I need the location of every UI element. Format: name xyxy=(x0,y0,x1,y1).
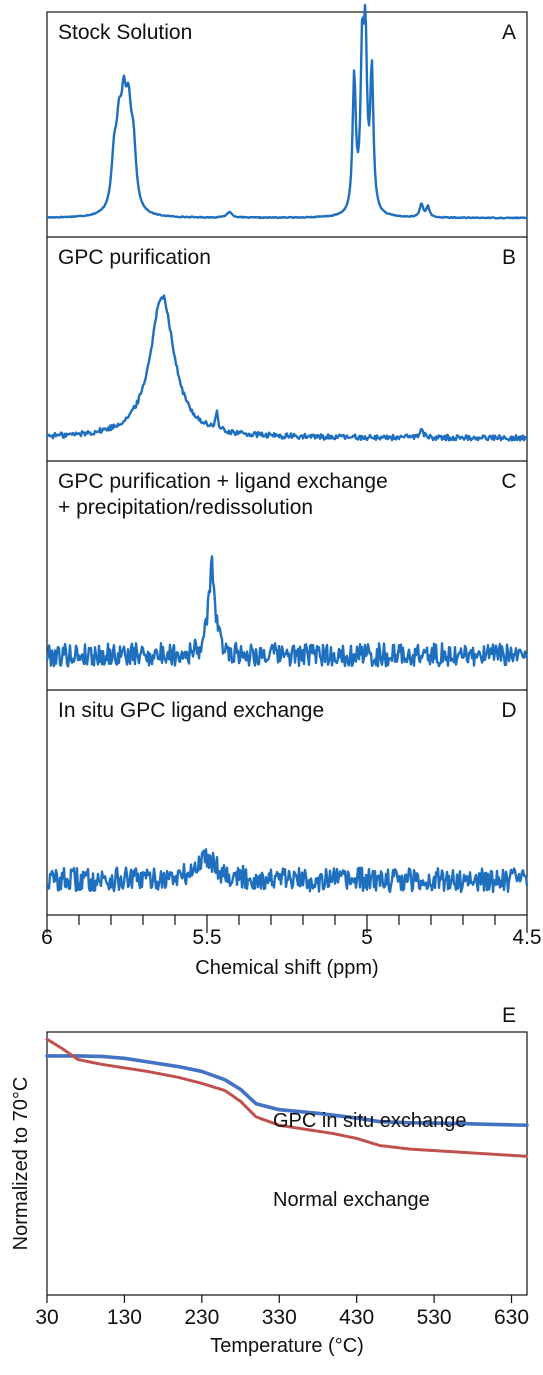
panel-e-tick-label: 530 xyxy=(417,1306,452,1329)
panel-e-letter: E xyxy=(502,1004,516,1027)
panel-e-x-axis: 30 130 230 330 430 530 630 xyxy=(35,1295,529,1329)
panel-e-plot-frame xyxy=(46,1031,528,1296)
nmr-panel-titles: Stock Solution A GPC purification B GPC puri… xyxy=(58,21,517,722)
nmr-plot-frame xyxy=(46,11,528,916)
panel-d-title: In situ GPC ligand exchange xyxy=(58,699,324,722)
nmr-traces xyxy=(45,3,529,894)
panel-e-tick-label: 30 xyxy=(35,1306,58,1329)
nmr-tick-label: 5 xyxy=(361,926,373,949)
panel-b-trace xyxy=(45,294,528,442)
panel-e-tick-label: 230 xyxy=(184,1306,219,1329)
panel-e-tick-label: 330 xyxy=(262,1306,297,1329)
panel-e-x-axis-title: Temperature (°C) xyxy=(210,1335,364,1357)
panel-e-tick-label: 130 xyxy=(107,1306,142,1329)
panel-e-tick-label: 630 xyxy=(494,1306,529,1329)
panel-b-letter: B xyxy=(502,246,516,269)
panel-c-trace xyxy=(45,555,529,668)
panel-a-trace xyxy=(46,3,528,220)
panel-d-letter: D xyxy=(501,699,516,722)
panel-d-trace xyxy=(46,848,529,894)
panel-a-letter: A xyxy=(502,21,516,44)
series-line-normal-exchange xyxy=(45,1037,529,1158)
panel-e-chart: E GPC in situ exchange Normal exchange 30… xyxy=(10,1004,529,1357)
nmr-x-axis: 6 5.5 5 4.5 xyxy=(41,915,542,949)
panel-c-letter: C xyxy=(501,470,516,493)
nmr-stack: Stock Solution A GPC purification B GPC puri… xyxy=(41,3,542,979)
nmr-tick-label: 4.5 xyxy=(512,926,541,949)
series-label-gpc-in-situ: GPC in situ exchange xyxy=(273,1110,466,1132)
nmr-tick-label: 5.5 xyxy=(192,926,221,949)
panel-e-tick-label: 430 xyxy=(339,1306,374,1329)
panel-e-series xyxy=(45,1037,529,1158)
nmr-tick-label: 6 xyxy=(41,926,53,949)
series-label-normal-exchange: Normal exchange xyxy=(273,1189,430,1211)
series-line-gpc-in-situ xyxy=(45,1054,529,1128)
panel-c-title: GPC purification + ligand exchange xyxy=(58,470,388,493)
nmr-x-axis-title: Chemical shift (ppm) xyxy=(195,957,378,979)
panel-e-y-axis-title: Normalized to 70°C xyxy=(10,1077,32,1251)
panel-b-title: GPC purification xyxy=(58,246,211,269)
nmr-panel-dividers xyxy=(47,236,527,691)
panel-e-series-labels: GPC in situ exchange Normal exchange xyxy=(273,1110,466,1211)
panel-c-title: + precipitation/redissolution xyxy=(58,496,313,519)
panel-a-title: Stock Solution xyxy=(58,21,192,44)
